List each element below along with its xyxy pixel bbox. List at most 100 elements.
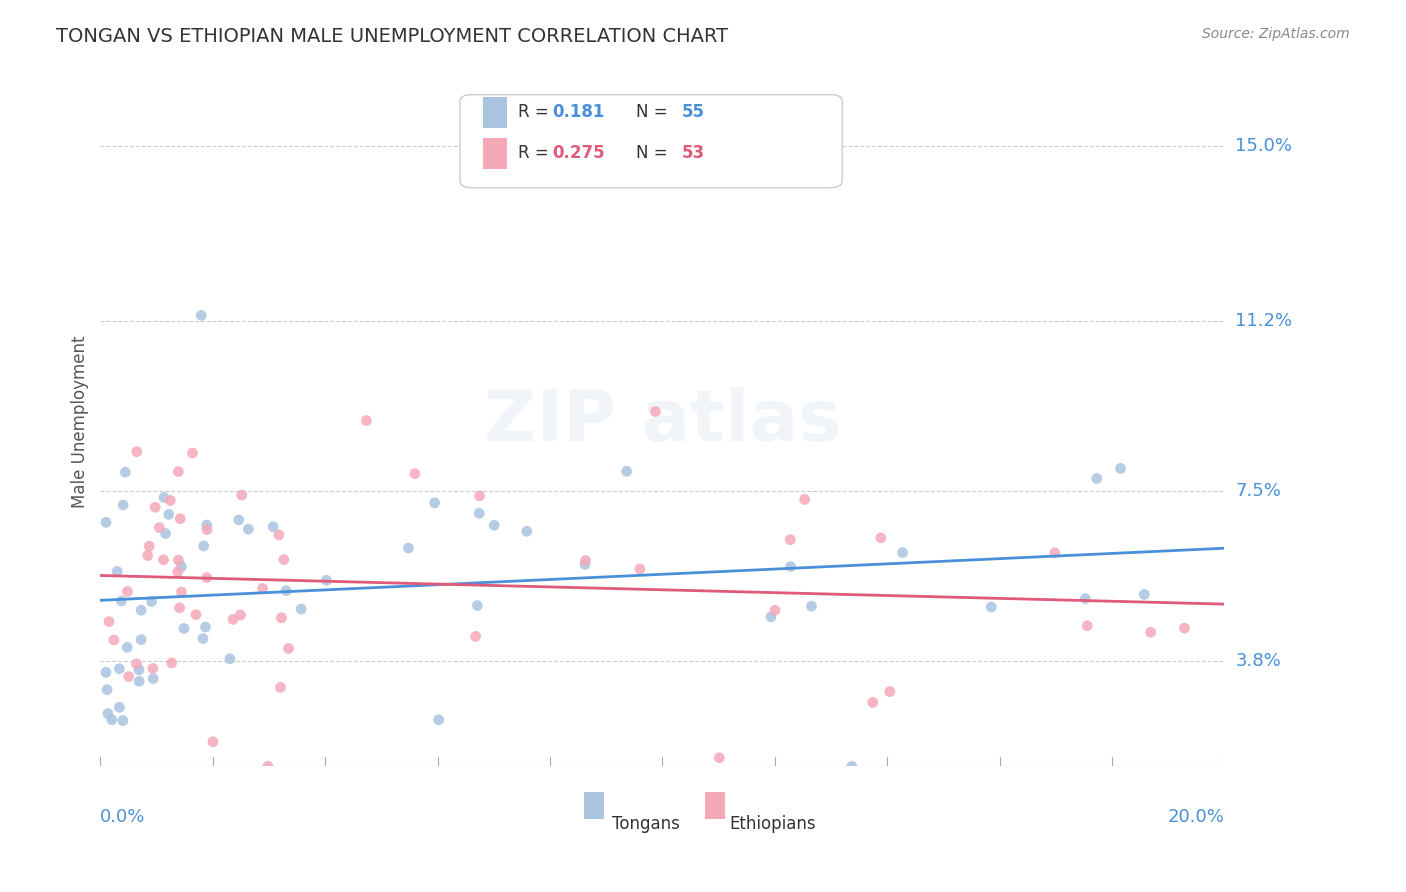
Text: 0.181: 0.181	[553, 103, 605, 121]
Point	[117, 584, 139, 599]
Point	[167, 465, 190, 479]
Point	[170, 585, 193, 599]
Point	[222, 612, 245, 626]
Point	[160, 656, 183, 670]
Point	[277, 641, 299, 656]
Point	[628, 562, 651, 576]
Point	[270, 611, 292, 625]
Point	[231, 488, 253, 502]
Point	[1043, 546, 1066, 560]
Point	[195, 523, 218, 537]
Point	[482, 518, 505, 533]
Point	[879, 684, 901, 698]
Point	[142, 661, 165, 675]
Point	[152, 553, 174, 567]
Point	[141, 594, 163, 608]
FancyBboxPatch shape	[704, 792, 725, 819]
Text: 7.5%: 7.5%	[1236, 482, 1281, 500]
Point	[616, 464, 638, 478]
Text: TONGAN VS ETHIOPIAN MALE UNEMPLOYMENT CORRELATION CHART: TONGAN VS ETHIOPIAN MALE UNEMPLOYMENT CO…	[56, 27, 728, 45]
Point	[153, 491, 176, 505]
Point	[1076, 619, 1098, 633]
Point	[423, 496, 446, 510]
Point	[115, 640, 138, 655]
Point	[136, 549, 159, 563]
Point	[118, 670, 141, 684]
Point	[195, 518, 218, 533]
Point	[262, 520, 284, 534]
Point	[273, 552, 295, 566]
Point	[184, 607, 207, 622]
Point	[159, 493, 181, 508]
Point	[468, 506, 491, 520]
Point	[96, 682, 118, 697]
Point	[315, 574, 337, 588]
Point	[759, 609, 782, 624]
Point	[114, 465, 136, 479]
Text: R =: R =	[519, 145, 554, 162]
Point	[166, 565, 188, 579]
FancyBboxPatch shape	[482, 96, 508, 128]
Point	[1139, 625, 1161, 640]
Point	[97, 706, 120, 721]
Point	[1074, 591, 1097, 606]
Point	[98, 615, 121, 629]
Text: 53: 53	[682, 145, 704, 162]
Point	[1133, 587, 1156, 601]
Point	[142, 672, 165, 686]
Text: 3.8%: 3.8%	[1236, 652, 1281, 670]
Point	[94, 665, 117, 680]
Point	[396, 541, 419, 555]
Point	[257, 759, 280, 773]
Text: N =: N =	[637, 145, 673, 162]
Point	[105, 565, 128, 579]
Point	[800, 599, 823, 614]
Point	[157, 508, 180, 522]
Point	[190, 309, 212, 323]
Text: Tongans: Tongans	[612, 814, 679, 832]
Point	[229, 607, 252, 622]
Point	[779, 533, 801, 547]
Point	[155, 526, 177, 541]
Point	[1085, 471, 1108, 485]
Point	[110, 594, 132, 608]
Point	[862, 695, 884, 709]
Point	[779, 559, 801, 574]
Point	[427, 713, 450, 727]
Point	[891, 546, 914, 560]
Point	[269, 681, 291, 695]
Point	[709, 751, 731, 765]
Point	[101, 713, 124, 727]
Point	[129, 603, 152, 617]
Point	[201, 735, 224, 749]
Point	[191, 632, 214, 646]
Point	[763, 603, 786, 617]
Point	[108, 662, 131, 676]
Text: Source: ZipAtlas.com: Source: ZipAtlas.com	[1202, 27, 1350, 41]
Point	[219, 652, 242, 666]
Point	[193, 539, 215, 553]
Point	[129, 632, 152, 647]
Point	[464, 629, 486, 643]
Point	[167, 553, 190, 567]
Point	[274, 583, 297, 598]
Text: 20.0%: 20.0%	[1167, 807, 1225, 826]
Point	[94, 516, 117, 530]
Point	[869, 531, 891, 545]
Y-axis label: Male Unemployment: Male Unemployment	[72, 335, 89, 508]
Point	[228, 513, 250, 527]
Point	[574, 553, 596, 567]
Point	[252, 582, 274, 596]
Point	[148, 521, 170, 535]
Text: 55: 55	[682, 103, 704, 121]
Point	[170, 559, 193, 574]
Point	[125, 657, 148, 671]
Point	[128, 663, 150, 677]
Point	[181, 446, 204, 460]
Point	[644, 404, 666, 418]
Point	[138, 539, 160, 553]
Point	[356, 413, 378, 427]
Point	[267, 528, 290, 542]
Point	[194, 620, 217, 634]
FancyBboxPatch shape	[460, 95, 842, 187]
